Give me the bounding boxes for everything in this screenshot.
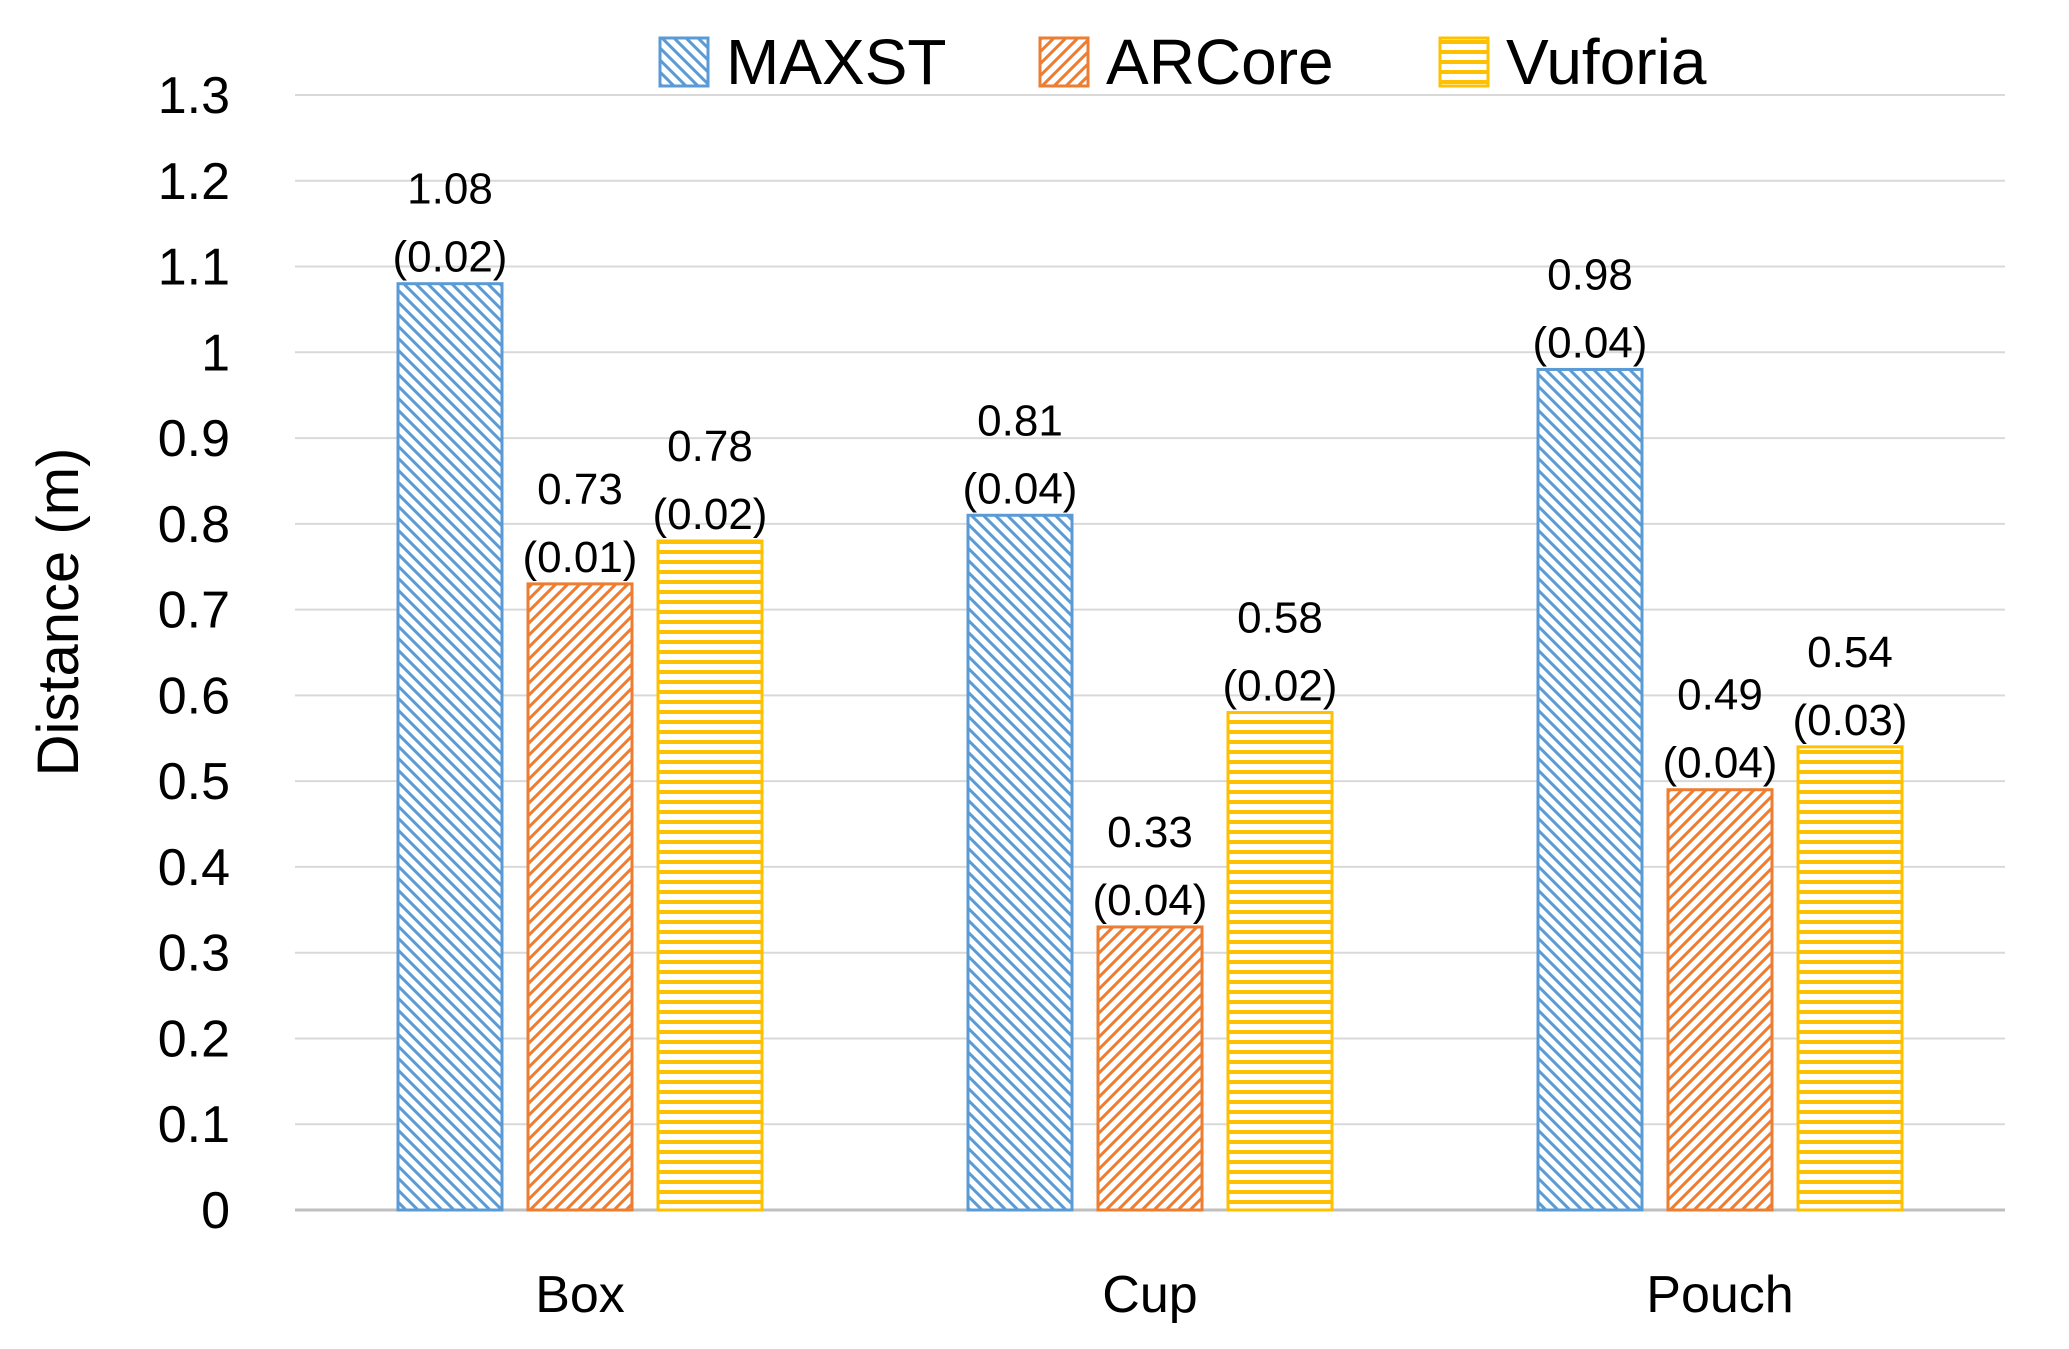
data-label-std: (0.04) xyxy=(1663,739,1778,788)
y-tick-label: 0.6 xyxy=(158,667,230,725)
data-label-value: 0.73 xyxy=(537,465,623,514)
data-label-std: (0.02) xyxy=(653,490,768,539)
data-label-value: 0.54 xyxy=(1807,628,1893,677)
y-axis-ticks: 0 0.1 0.2 0.3 0.4 0.5 0.6 0.7 0.8 0.9 1 1.1 1.2 1.3 xyxy=(158,67,230,1240)
y-tick-label: 0.4 xyxy=(158,839,230,897)
bar-vuforia-cup xyxy=(1226,711,1334,1212)
bar-maxst-cup xyxy=(966,513,1074,1212)
y-tick-label: 0.8 xyxy=(158,496,230,554)
y-tick-label: 0.7 xyxy=(158,582,230,640)
bar-vuforia-pouch xyxy=(1796,745,1904,1212)
bar-maxst-pouch xyxy=(1536,367,1644,1212)
data-label-std: (0.04) xyxy=(963,464,1078,513)
data-label-std: (0.04) xyxy=(1533,318,1648,367)
data-label-value: 0.78 xyxy=(667,422,753,471)
x-axis-categories: Box Cup Pouch xyxy=(535,1266,1794,1324)
bar-arcore-pouch xyxy=(1666,788,1774,1212)
y-tick-label: 0.2 xyxy=(158,1010,230,1068)
data-label-std: (0.02) xyxy=(1223,662,1338,711)
legend-label: MAXST xyxy=(726,26,946,98)
data-label-std: (0.03) xyxy=(1793,696,1908,745)
y-tick-label: 1.2 xyxy=(158,153,230,211)
x-category-label: Pouch xyxy=(1646,1266,1793,1324)
data-label-value: 0.33 xyxy=(1107,808,1193,857)
y-tick-label: 0.3 xyxy=(158,925,230,983)
y-axis-label: Distance (m) xyxy=(26,448,91,777)
legend-label: Vuforia xyxy=(1506,26,1707,98)
y-tick-label: 0.5 xyxy=(158,753,230,811)
data-label-std: (0.04) xyxy=(1093,876,1208,925)
bar-arcore-cup xyxy=(1096,925,1204,1212)
x-category-label: Cup xyxy=(1102,1266,1197,1324)
legend-item-maxst: MAXST xyxy=(658,26,946,98)
legend-item-arcore: ARCore xyxy=(1038,26,1334,98)
y-tick-label: 0.1 xyxy=(158,1096,230,1154)
data-label-std: (0.01) xyxy=(523,533,638,582)
legend-item-vuforia: Vuforia xyxy=(1438,26,1707,98)
y-tick-label: 1 xyxy=(201,324,230,382)
bars xyxy=(396,282,1904,1212)
data-label-value: 0.49 xyxy=(1677,671,1763,720)
y-tick-label: 0 xyxy=(201,1182,230,1240)
bar-arcore-box xyxy=(526,582,634,1212)
y-tick-label: 1.3 xyxy=(158,67,230,125)
data-label-value: 0.81 xyxy=(977,396,1063,445)
legend: MAXST ARCore Vuforia xyxy=(658,26,1707,98)
bar-maxst-box xyxy=(396,282,504,1212)
y-tick-label: 1.1 xyxy=(158,239,230,297)
legend-label: ARCore xyxy=(1106,26,1334,98)
data-label-value: 1.08 xyxy=(407,165,493,214)
y-tick-label: 0.9 xyxy=(158,410,230,468)
data-label-value: 0.98 xyxy=(1547,250,1633,299)
legend-swatch xyxy=(1438,36,1490,88)
data-label-value: 0.58 xyxy=(1237,594,1323,643)
bar-vuforia-box xyxy=(656,539,764,1212)
data-labels: 1.08 (0.02) 0.73 (0.01) 0.78 (0.02) 0.81 (0.04)… xyxy=(393,165,1908,925)
data-label-std: (0.02) xyxy=(393,233,508,282)
x-category-label: Box xyxy=(535,1266,625,1324)
legend-swatch xyxy=(658,36,710,88)
legend-swatch xyxy=(1038,36,1090,88)
